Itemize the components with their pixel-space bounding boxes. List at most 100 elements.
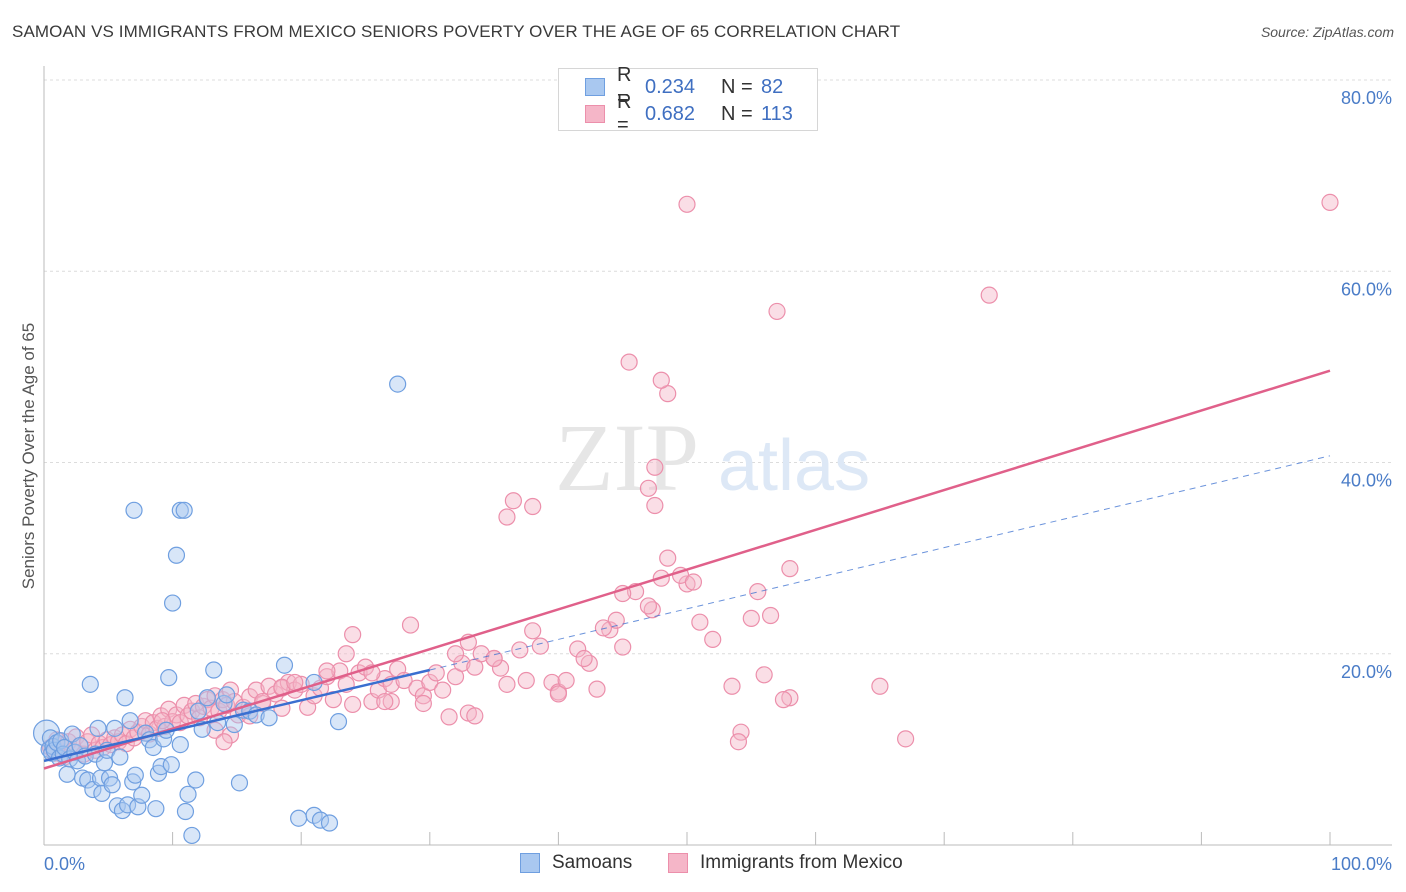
point-mexico bbox=[774, 691, 793, 709]
watermark-zip: ZIP bbox=[555, 404, 699, 511]
legend-label-mexico: Immigrants from Mexico bbox=[700, 852, 903, 873]
point-mexico bbox=[580, 654, 598, 672]
tick-labels: 20.0% 40.0% 60.0% 80.0% 0.0% 100.0% bbox=[44, 88, 1392, 874]
point-mexico bbox=[557, 671, 575, 690]
source-label[interactable]: Source: ZipAtlas.com bbox=[1260, 24, 1394, 40]
point-mexico bbox=[549, 685, 568, 703]
samoan-points bbox=[32, 375, 407, 845]
point-mexico bbox=[607, 611, 625, 629]
point-samoan bbox=[149, 764, 168, 782]
point-samoan bbox=[198, 689, 216, 707]
grid-lines bbox=[44, 79, 1392, 655]
point-mexico bbox=[761, 606, 780, 625]
point-mexico bbox=[691, 613, 709, 631]
point-mexico bbox=[517, 671, 535, 690]
point-mexico bbox=[511, 641, 529, 659]
point-samoan bbox=[320, 814, 339, 832]
point-mexico bbox=[446, 645, 465, 663]
point-mexico bbox=[531, 637, 549, 655]
point-samoan bbox=[58, 765, 76, 783]
point-samoan bbox=[126, 766, 144, 784]
point-samoan bbox=[125, 501, 143, 519]
trend-mexico bbox=[43, 369, 1331, 770]
point-mexico bbox=[434, 681, 452, 699]
point-samoan bbox=[152, 757, 170, 776]
point-mexico bbox=[440, 708, 458, 726]
point-samoan bbox=[179, 785, 197, 803]
point-mexico bbox=[401, 616, 420, 634]
point-mexico bbox=[485, 649, 503, 668]
point-mexico bbox=[337, 645, 355, 663]
point-mexico bbox=[382, 692, 400, 711]
legend-swatch-samoans bbox=[585, 78, 605, 96]
trend-samoan bbox=[43, 668, 431, 763]
point-mexico bbox=[678, 575, 696, 593]
point-mexico bbox=[569, 640, 587, 658]
point-mexico bbox=[781, 560, 799, 578]
point-samoan bbox=[118, 796, 137, 814]
point-samoan bbox=[189, 702, 207, 720]
legend-item-mexico[interactable]: Immigrants from Mexico bbox=[668, 852, 903, 874]
legend-n-value: 113 bbox=[761, 102, 793, 125]
watermark-atlas: atlas bbox=[718, 426, 870, 506]
point-samoan bbox=[89, 719, 107, 737]
point-samoan bbox=[205, 661, 223, 679]
point-samoan bbox=[81, 675, 99, 693]
series-legend: Samoans Immigrants from Mexico bbox=[0, 852, 1406, 878]
point-mexico bbox=[421, 673, 439, 692]
point-samoan bbox=[389, 375, 407, 393]
point-mexico bbox=[524, 497, 542, 516]
trend-samoan-dashed bbox=[429, 455, 1331, 671]
point-mexico bbox=[684, 573, 703, 591]
point-mexico bbox=[652, 371, 670, 389]
point-samoan bbox=[275, 656, 294, 674]
chart-title: SAMOAN VS IMMIGRANTS FROM MEXICO SENIORS… bbox=[12, 22, 901, 41]
point-mexico bbox=[1321, 193, 1339, 211]
point-mexico bbox=[453, 654, 471, 672]
point-samoan bbox=[183, 826, 201, 845]
point-samoan bbox=[133, 786, 151, 804]
point-samoan bbox=[171, 735, 189, 754]
point-samoan bbox=[106, 719, 124, 737]
point-mexico bbox=[472, 645, 490, 663]
point-mexico bbox=[215, 733, 233, 751]
legend-row-samoans: R = 0.234 N = 82 bbox=[585, 64, 837, 109]
point-mexico bbox=[376, 692, 394, 711]
point-samoan bbox=[167, 546, 186, 564]
legend-item-samoans[interactable]: Samoans bbox=[520, 852, 632, 874]
point-samoan bbox=[187, 771, 205, 789]
x-tick-label: 0.0% bbox=[44, 854, 85, 874]
legend-r-label: R = bbox=[617, 64, 632, 109]
point-mexico bbox=[871, 677, 889, 695]
point-mexico bbox=[588, 680, 606, 698]
point-mexico bbox=[646, 458, 664, 476]
point-samoan bbox=[225, 715, 243, 734]
point-mexico bbox=[639, 597, 658, 615]
x-tick-label: 100.0% bbox=[1331, 854, 1392, 874]
point-samoan bbox=[121, 712, 139, 730]
point-mexico bbox=[729, 733, 748, 751]
point-mexico bbox=[980, 286, 998, 304]
legend-r-value: 0.234 bbox=[645, 75, 696, 98]
point-samoan bbox=[103, 776, 121, 794]
point-mexico bbox=[498, 508, 516, 526]
legend-n-value: 82 bbox=[761, 75, 784, 98]
swatch-samoans bbox=[520, 853, 540, 873]
point-mexico bbox=[221, 726, 240, 744]
legend-label-samoans: Samoans bbox=[552, 852, 633, 873]
point-mexico bbox=[659, 549, 677, 567]
point-samoan bbox=[260, 709, 278, 727]
point-mexico bbox=[704, 630, 722, 649]
point-samoan bbox=[290, 809, 308, 827]
point-samoan bbox=[175, 501, 193, 519]
point-samoan bbox=[111, 748, 129, 766]
point-samoan bbox=[79, 771, 97, 789]
point-samoan bbox=[147, 800, 165, 818]
point-mexico bbox=[897, 730, 915, 748]
point-samoan bbox=[230, 774, 249, 792]
point-mexico bbox=[414, 694, 432, 713]
point-mexico bbox=[620, 353, 638, 371]
mexico-points bbox=[41, 193, 1339, 766]
point-mexico bbox=[498, 675, 516, 693]
